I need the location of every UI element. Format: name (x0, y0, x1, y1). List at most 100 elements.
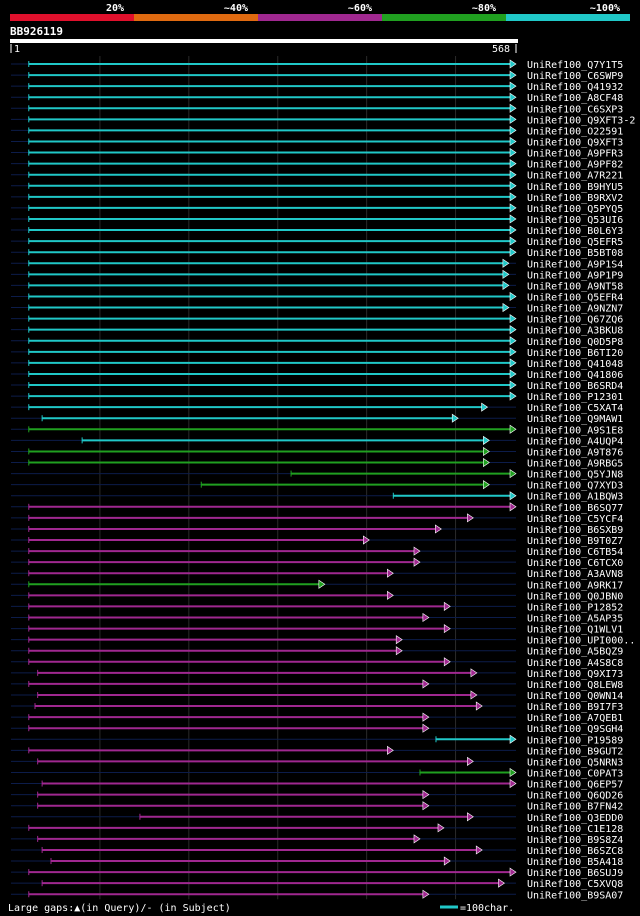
hit-label[interactable]: UniRef100_Q41048 (527, 359, 623, 370)
hit-label[interactable]: UniRef100_Q5EFR4 (527, 292, 623, 303)
hit-row[interactable]: UniRef100_Q6EP57 (11, 778, 623, 791)
hit-row[interactable]: UniRef100_B5A418 (11, 856, 623, 868)
hit-row[interactable]: UniRef100_B9SA07 (11, 889, 623, 901)
hit-label[interactable]: UniRef100_Q53UI6 (527, 215, 623, 226)
hit-row[interactable]: UniRef100_A9RBG5 (11, 457, 623, 470)
hit-row[interactable]: UniRef100_P12301 (11, 391, 623, 403)
hit-row[interactable]: UniRef100_B9I7F3 (11, 701, 623, 713)
hit-row[interactable]: UniRef100_B6SQ77 (11, 502, 623, 514)
hit-label[interactable]: UniRef100_Q5PYQ5 (527, 204, 623, 215)
hit-row[interactable]: UniRef100_A9P1P9 (11, 269, 623, 281)
hit-label[interactable]: UniRef100_Q41806 (527, 370, 623, 381)
hit-row[interactable]: UniRef100_UPI000.. (11, 635, 635, 647)
hit-label[interactable]: UniRef100_B6SUJ9 (527, 868, 623, 879)
hit-row[interactable]: UniRef100_Q7XYD3 (11, 480, 623, 492)
hit-label[interactable]: UniRef100_Q3EDD0 (527, 813, 623, 824)
hit-row[interactable]: UniRef100_A9NZN7 (11, 302, 623, 315)
hit-row[interactable]: UniRef100_Q41806 (11, 369, 623, 381)
hit-row[interactable]: UniRef100_A4S8C8 (11, 657, 623, 669)
hit-row[interactable]: UniRef100_C1E128 (11, 823, 623, 835)
hit-label[interactable]: UniRef100_A9PFR3 (527, 149, 623, 160)
hit-row[interactable]: UniRef100_B9T0Z7 (11, 535, 623, 547)
hit-row[interactable]: UniRef100_Q6QD26 (11, 790, 623, 802)
hit-label[interactable]: UniRef100_A9P1P9 (527, 270, 623, 281)
hit-label[interactable]: UniRef100_C1E128 (527, 824, 623, 835)
hit-row[interactable]: UniRef100_B9HYU5 (11, 181, 623, 193)
hit-row[interactable]: UniRef100_Q8LEW8 (11, 679, 623, 691)
hit-label[interactable]: UniRef100_C6TCX0 (527, 558, 623, 569)
hit-label[interactable]: UniRef100_Q9SGH4 (527, 724, 623, 735)
hit-label[interactable]: UniRef100_C5XVQ8 (527, 879, 623, 890)
hit-row[interactable]: UniRef100_B7FN42 (11, 801, 623, 813)
hit-row[interactable]: UniRef100_C5YCF4 (11, 513, 623, 525)
hit-row[interactable]: UniRef100_Q9XI73 (11, 668, 623, 680)
hit-label[interactable]: UniRef100_A9RBG5 (527, 459, 623, 470)
hit-row[interactable]: UniRef100_A9PF82 (11, 159, 623, 171)
hit-label[interactable]: UniRef100_B6SRD4 (527, 381, 623, 392)
hit-label[interactable]: UniRef100_C0PAT3 (527, 768, 623, 779)
hit-row[interactable]: UniRef100_C5XAT4 (11, 402, 623, 414)
hit-label[interactable]: UniRef100_A9NZN7 (527, 304, 623, 315)
hit-row[interactable]: UniRef100_Q9XFT3-2 (11, 114, 635, 126)
hit-row[interactable]: UniRef100_B6SRD4 (11, 380, 623, 392)
hit-row[interactable]: UniRef100_A9PFR3 (11, 147, 623, 160)
hit-label[interactable]: UniRef100_B6SXB9 (527, 525, 623, 536)
hit-label[interactable]: UniRef100_B5BT08 (527, 248, 623, 259)
hit-label[interactable]: UniRef100_C6SXP3 (527, 104, 623, 115)
hit-row[interactable]: UniRef100_B9S8Z4 (11, 834, 623, 846)
hit-row[interactable]: UniRef100_B5BT08 (11, 247, 623, 259)
hit-row[interactable]: UniRef100_A5BQZ9 (11, 646, 623, 658)
hit-label[interactable]: UniRef100_Q0JBN0 (527, 591, 623, 602)
hit-row[interactable]: UniRef100_B6SZC8 (11, 845, 623, 857)
hit-row[interactable]: UniRef100_Q5EFR4 (11, 291, 623, 303)
hit-label[interactable]: UniRef100_Q5EFR5 (527, 237, 623, 248)
hit-label[interactable]: UniRef100_C6TB54 (527, 547, 623, 558)
hit-label[interactable]: UniRef100_B6TI20 (527, 348, 623, 359)
hit-row[interactable]: UniRef100_C6TB54 (11, 546, 623, 558)
hit-label[interactable]: UniRef100_Q6EP57 (527, 780, 623, 791)
hit-row[interactable]: UniRef100_A1BQW3 (11, 491, 623, 503)
hit-row[interactable]: UniRef100_Q0D5P8 (11, 336, 623, 348)
hit-label[interactable]: UniRef100_Q9XFT3-2 (527, 115, 635, 126)
hit-label[interactable]: UniRef100_Q9XI73 (527, 669, 623, 680)
hit-label[interactable]: UniRef100_Q5YJN8 (527, 470, 623, 481)
hit-row[interactable]: UniRef100_P19589 (11, 734, 623, 746)
hit-label[interactable]: UniRef100_A9RK17 (527, 580, 623, 591)
hit-label[interactable]: UniRef100_B9GUT2 (527, 746, 623, 757)
hit-row[interactable]: UniRef100_A9P1S4 (11, 258, 623, 270)
hit-row[interactable]: UniRef100_Q0WN14 (11, 690, 623, 702)
hit-label[interactable]: UniRef100_A3BKU8 (527, 326, 623, 337)
hit-row[interactable]: UniRef100_B9RXV2 (11, 192, 623, 204)
hit-row[interactable]: UniRef100_A9S1E8 (11, 424, 623, 436)
hit-row[interactable]: UniRef100_A8CF48 (11, 92, 623, 104)
hit-row[interactable]: UniRef100_A5AP35 (11, 612, 623, 625)
hit-row[interactable]: UniRef100_Q0JBN0 (11, 590, 623, 602)
hit-row[interactable]: UniRef100_A3AVN8 (11, 568, 623, 580)
hit-row[interactable]: UniRef100_B6SUJ9 (11, 867, 623, 879)
hit-label[interactable]: UniRef100_A4S8C8 (527, 658, 623, 669)
hit-row[interactable]: UniRef100_B9GUT2 (11, 745, 623, 757)
hit-label[interactable]: UniRef100_Q41932 (527, 82, 623, 93)
hit-row[interactable]: UniRef100_O22591 (11, 125, 623, 137)
hit-label[interactable]: UniRef100_A9S1E8 (527, 425, 623, 436)
hit-row[interactable]: UniRef100_C6SXP3 (11, 103, 623, 115)
hit-label[interactable]: UniRef100_P19589 (527, 735, 623, 746)
hit-label[interactable]: UniRef100_B6SZC8 (527, 846, 623, 857)
hit-label[interactable]: UniRef100_A8CF48 (527, 93, 623, 104)
hit-row[interactable]: UniRef100_Q9SGH4 (11, 723, 623, 735)
hit-row[interactable]: UniRef100_Q5NRN3 (11, 756, 623, 768)
hit-row[interactable]: UniRef100_C6TCX0 (11, 557, 623, 569)
hit-label[interactable]: UniRef100_B9SA07 (527, 890, 623, 901)
hit-label[interactable]: UniRef100_A4UQP4 (527, 436, 623, 447)
hit-label[interactable]: UniRef100_Q5NRN3 (527, 757, 623, 768)
hit-row[interactable]: UniRef100_B6TI20 (11, 347, 623, 359)
hit-label[interactable]: UniRef100_Q67ZQ6 (527, 315, 623, 326)
hit-label[interactable]: UniRef100_A9NT58 (527, 281, 623, 292)
hit-row[interactable]: UniRef100_Q53UI6 (11, 214, 623, 226)
hit-row[interactable]: UniRef100_Q7Y1T5 (11, 59, 623, 71)
hit-row[interactable]: UniRef100_C0PAT3 (11, 767, 623, 779)
hit-label[interactable]: UniRef100_P12301 (527, 392, 623, 403)
hit-label[interactable]: UniRef100_Q9MAW1 (527, 414, 623, 425)
hit-row[interactable]: UniRef100_A9NT58 (11, 280, 623, 292)
hit-label[interactable]: UniRef100_A7QEB1 (527, 713, 623, 724)
